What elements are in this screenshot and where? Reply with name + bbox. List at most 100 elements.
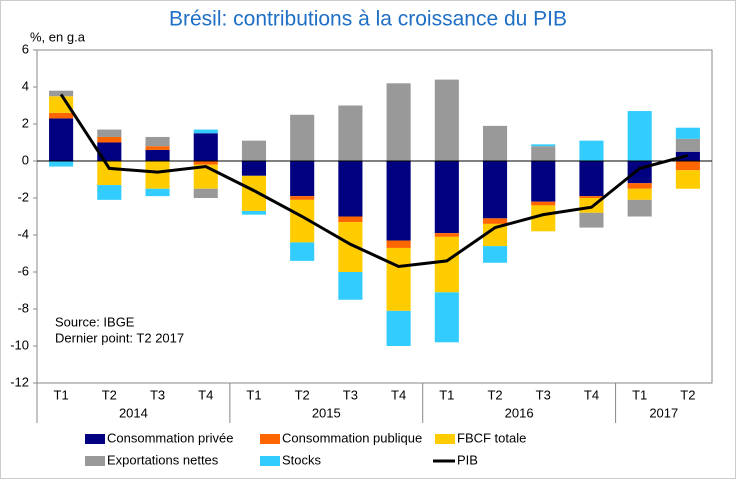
y-tick-label: -6	[17, 263, 29, 278]
plot-area	[36, 49, 713, 384]
bar-segment	[627, 188, 652, 200]
x-tick-label: T4	[584, 387, 599, 402]
y-tick-label: 6	[22, 41, 29, 56]
bar-segment	[241, 210, 267, 215]
annotation: Source: IBGE	[55, 314, 135, 329]
bar-segment	[97, 185, 122, 200]
bar-segment	[627, 111, 652, 161]
bar-segment	[579, 140, 604, 161]
bar-segment	[482, 161, 508, 219]
bar-segment	[675, 170, 700, 189]
bar-segment	[290, 114, 315, 161]
bar-segment	[531, 201, 556, 206]
legend-label: Exportations nettes	[107, 452, 219, 467]
bar-segment	[386, 83, 411, 161]
legend-swatch	[85, 456, 105, 466]
bar-segment	[290, 242, 315, 261]
x-tick-label: T3	[343, 387, 358, 402]
y-tick-label: 4	[22, 78, 29, 93]
x-group-label: 2015	[312, 405, 341, 420]
bar-segment	[675, 127, 700, 139]
bar-segment	[675, 138, 700, 152]
legend-label: PIB	[457, 452, 478, 467]
bar-segment	[241, 161, 267, 176]
bar-segment	[241, 140, 267, 161]
bar-segment	[386, 240, 411, 248]
bar-segment	[97, 161, 122, 186]
bar-segment	[579, 196, 604, 198]
x-tick-label: T2	[487, 387, 502, 402]
bar-segment	[49, 118, 74, 161]
bar-segment	[627, 183, 652, 189]
bar-segment	[145, 136, 170, 147]
bar-segment	[482, 246, 508, 263]
y-axis-label: %, en g.a	[30, 29, 86, 44]
bar-segment	[434, 292, 459, 343]
line-series	[59, 93, 689, 268]
bar-segment	[627, 199, 652, 217]
y-tick-label: 0	[22, 152, 29, 167]
bar-segment	[145, 161, 170, 189]
x-tick-label: T4	[198, 387, 213, 402]
x-tick-label: T3	[150, 387, 165, 402]
x-tick-label: T1	[439, 387, 454, 402]
bar-segment	[338, 216, 363, 223]
legend-swatch	[260, 456, 280, 466]
bar-segment	[97, 136, 122, 143]
x-group-label: 2016	[505, 405, 534, 420]
bar-segment	[49, 161, 74, 167]
bar-segment	[193, 133, 218, 161]
bar-segment	[531, 144, 556, 147]
x-tick-label: T2	[295, 387, 310, 402]
bar-segment	[434, 161, 459, 234]
annotation: Dernier point: T2 2017	[55, 330, 184, 345]
y-tick-label: -10	[10, 337, 29, 352]
bar-segment	[49, 90, 74, 97]
legend-label: Consommation publique	[282, 430, 422, 445]
x-group-label: 2014	[119, 405, 148, 420]
bar-segment	[482, 218, 508, 224]
bar-segment	[386, 310, 411, 346]
bar-segment	[531, 146, 556, 161]
chart-title: Brésil: contributions à la croissance du…	[169, 8, 567, 31]
bar-segment	[290, 161, 315, 197]
bar-segment	[338, 272, 363, 300]
bar-segment	[434, 79, 459, 161]
bar-segment	[482, 223, 508, 247]
bar-segment	[627, 161, 652, 184]
x-tick-label: T1	[632, 387, 647, 402]
bar-segment	[49, 112, 74, 119]
x-tick-label: T2	[680, 387, 695, 402]
bar-segment	[97, 142, 122, 161]
legend-label: Consommation privée	[107, 430, 233, 445]
y-tick-label: -8	[17, 300, 29, 315]
bar-segment	[386, 247, 411, 311]
bar-segment	[531, 161, 556, 202]
y-tick-label: -4	[17, 226, 29, 241]
x-tick-label: T1	[54, 387, 69, 402]
bar-segment	[145, 188, 170, 197]
bar-segment	[241, 175, 267, 211]
bar-segment	[338, 105, 363, 161]
x-tick-label: T1	[246, 387, 261, 402]
y-tick-label: -2	[17, 189, 29, 204]
bar-segment	[145, 146, 170, 150]
x-tick-label: T2	[102, 387, 117, 402]
legend-label: Stocks	[282, 452, 322, 467]
bar-segment	[434, 233, 459, 237]
x-group-label: 2017	[649, 405, 678, 420]
bar-segment	[675, 161, 700, 171]
bar-segment	[193, 129, 218, 134]
bar-segment	[193, 161, 218, 165]
bar-segment	[482, 125, 508, 161]
legend-swatch	[85, 434, 105, 444]
bar-segment	[579, 212, 604, 228]
bar-segment	[434, 236, 459, 293]
bar-segment	[49, 96, 74, 113]
bar-segment	[579, 161, 604, 197]
bar-segment	[193, 188, 218, 198]
x-tick-label: T3	[536, 387, 551, 402]
bar-segment	[97, 129, 122, 137]
